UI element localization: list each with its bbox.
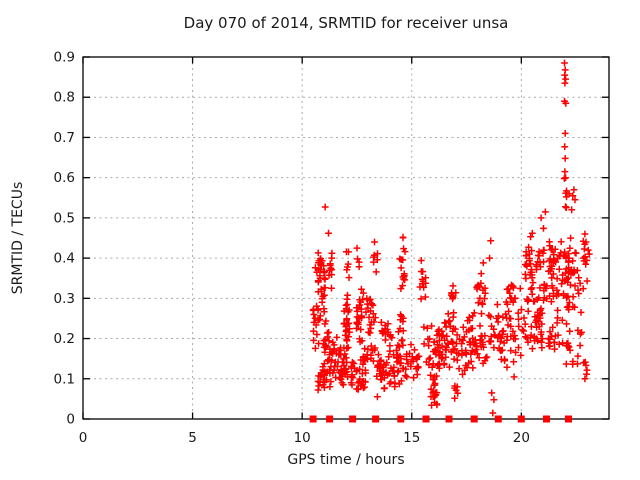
svg-text:0.5: 0.5 xyxy=(54,210,75,226)
svg-text:20: 20 xyxy=(513,430,530,446)
svg-text:0.9: 0.9 xyxy=(54,50,75,66)
svg-text:10: 10 xyxy=(294,430,311,446)
svg-text:0.6: 0.6 xyxy=(54,170,75,186)
svg-text:0.2: 0.2 xyxy=(54,331,75,347)
svg-text:0.4: 0.4 xyxy=(54,251,75,267)
svg-text:0.3: 0.3 xyxy=(54,291,75,307)
pass-markers xyxy=(309,415,572,423)
plot-border xyxy=(82,56,610,420)
svg-text:0: 0 xyxy=(66,412,75,428)
svg-text:15: 15 xyxy=(403,430,420,446)
svg-text:5: 5 xyxy=(188,430,197,446)
x-axis-label: GPS time / hours xyxy=(287,452,405,468)
chart-title: Day 070 of 2014, SRMTID for receiver uns… xyxy=(183,14,509,32)
svg-text:0.1: 0.1 xyxy=(54,371,75,387)
scatter-points xyxy=(309,59,593,417)
tick-labels: 0 0.1 0.2 0.3 0.4 0.5 0.6 0.7 0.8 0.9 0 5 10 15 20 xyxy=(54,50,530,447)
svg-text:0.7: 0.7 xyxy=(54,130,75,146)
svg-text:0: 0 xyxy=(79,430,88,446)
svg-text:0.8: 0.8 xyxy=(54,90,75,106)
